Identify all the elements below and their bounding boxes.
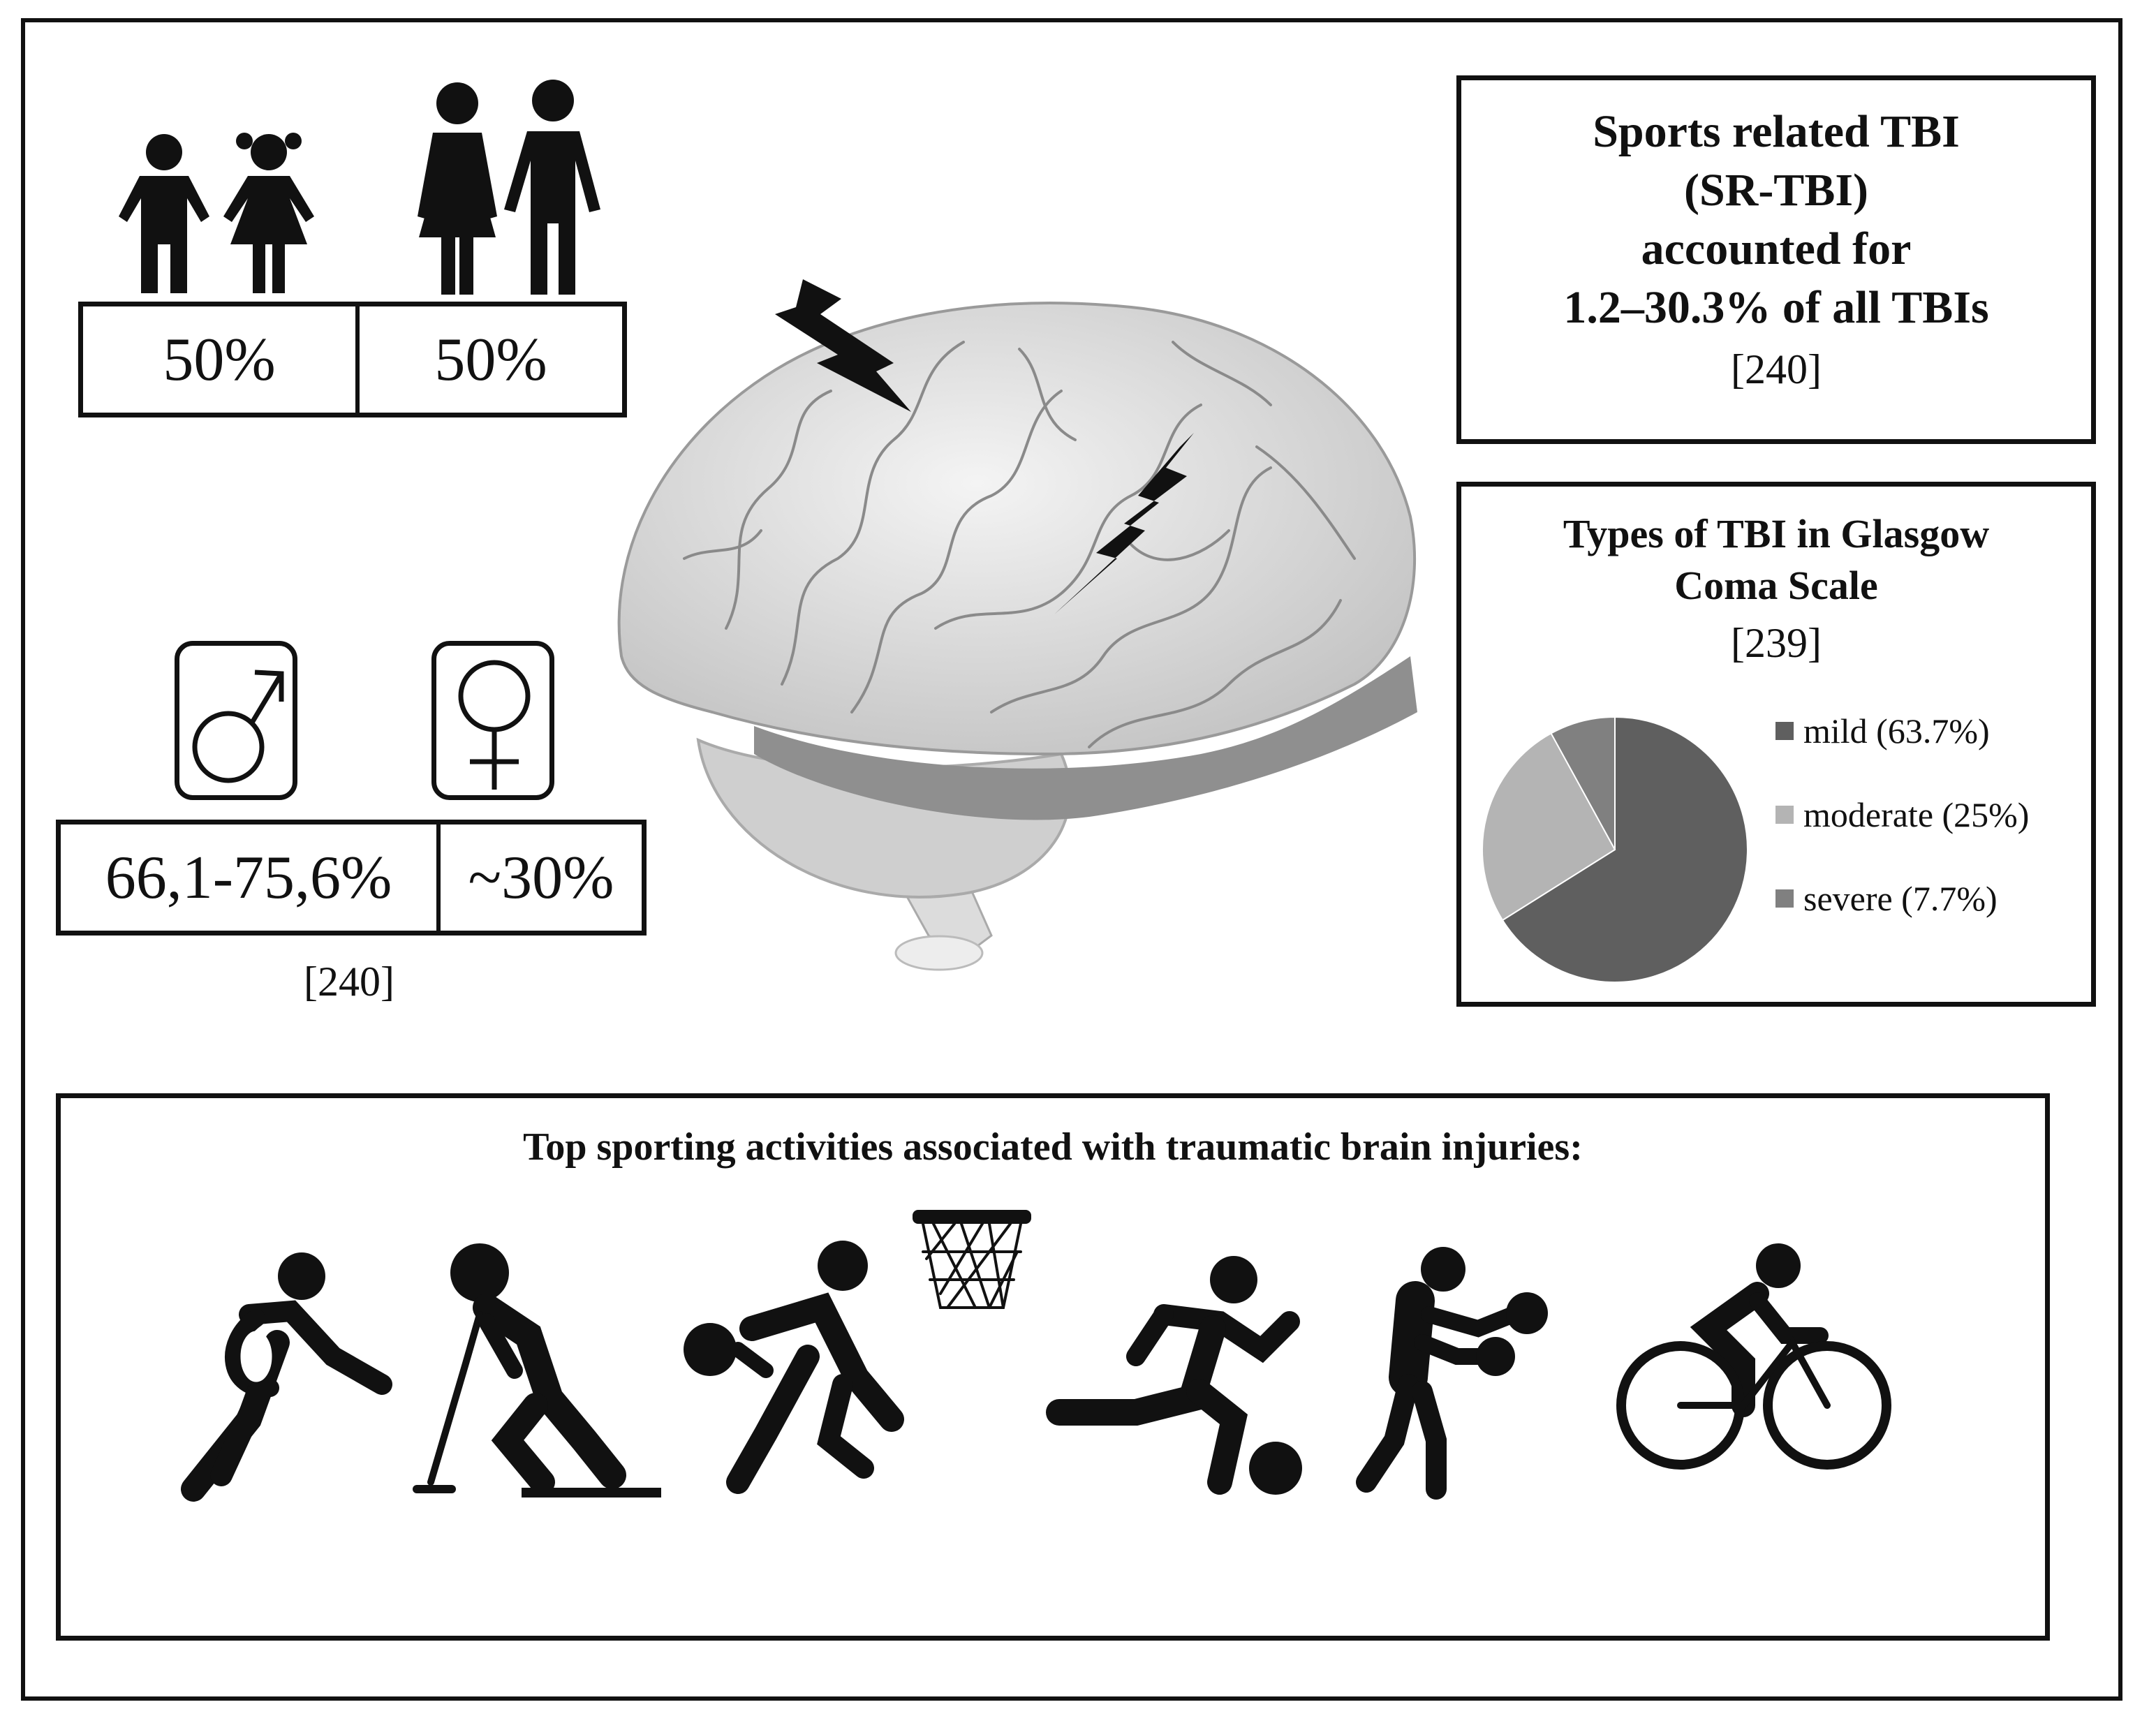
legend-label: mild (63.7%) [1803,711,1990,750]
age-split-table: 50% 50% [78,302,627,417]
table-divider [355,306,360,413]
srtbi-reference: [240] [1731,346,1822,392]
gcs-chart-box: Types of TBI in Glasgow Coma Scale [239]… [1456,482,2096,1007]
female-percent: ~30% [468,843,614,912]
boxing-icon [1356,1247,1548,1500]
srtbi-line4: 1.2–30.3% of all TBIs [1563,282,1989,333]
brain-illustration [617,279,1417,971]
sports-title: Top sporting activities associated with … [523,1125,1583,1169]
pie-slice-severe [1550,716,1616,850]
children-percent: 50% [163,325,276,394]
pie-slice-moderate [1482,732,1616,922]
ice-hockey-icon [413,1243,661,1498]
gcs-pie-chart [1482,716,1748,983]
legend-swatch [1775,806,1794,824]
legend-swatch [1775,889,1794,908]
female-symbol-box [431,641,554,800]
lightning-icon [775,279,911,412]
female-icon [458,660,531,790]
gcs-legend: mild (63.7%) moderate (25%) severe (7.7%) [1775,710,2083,961]
gcs-reference: [239] [1731,620,1822,666]
lightning-icon [1054,433,1194,614]
srtbi-box: Sports related TBI (SR-TBI) accounted fo… [1456,75,2096,444]
sex-split-table: 66,1-75,6% ~30% [56,820,647,936]
pie-slice-mild [1501,716,1748,983]
legend-swatch [1775,722,1794,740]
table-divider [436,824,441,931]
infographic-frame [21,18,2122,1701]
basketball-icon [684,1210,1031,1494]
rugby-icon [181,1252,392,1502]
gcs-title-line1: Types of TBI in Glasgow [1563,511,1990,556]
cycling-icon [1616,1243,1891,1470]
srtbi-line2: (SR-TBI) [1683,165,1869,216]
legend-label: moderate (25%) [1803,795,2030,834]
legend-item-moderate: moderate (25%) [1775,794,2083,836]
male-symbol-box [175,641,297,800]
male-percent: 66,1-75,6% [105,843,392,912]
legend-item-severe: severe (7.7%) [1775,878,2083,919]
legend-label: severe (7.7%) [1803,879,1998,918]
male-icon [192,670,284,783]
srtbi-line3: accounted for [1641,223,1912,274]
gcs-title-line2: Coma Scale [1674,563,1878,608]
children-icon [119,133,314,293]
adults-percent: 50% [434,325,547,394]
legend-item-mild: mild (63.7%) [1775,710,2083,752]
sports-box: Top sporting activities associated with … [56,1093,2050,1641]
sex-split-reference: [240] [304,959,394,1005]
adults-icon [418,80,600,295]
soccer-icon [1046,1256,1302,1495]
srtbi-line1: Sports related TBI [1593,106,1960,157]
